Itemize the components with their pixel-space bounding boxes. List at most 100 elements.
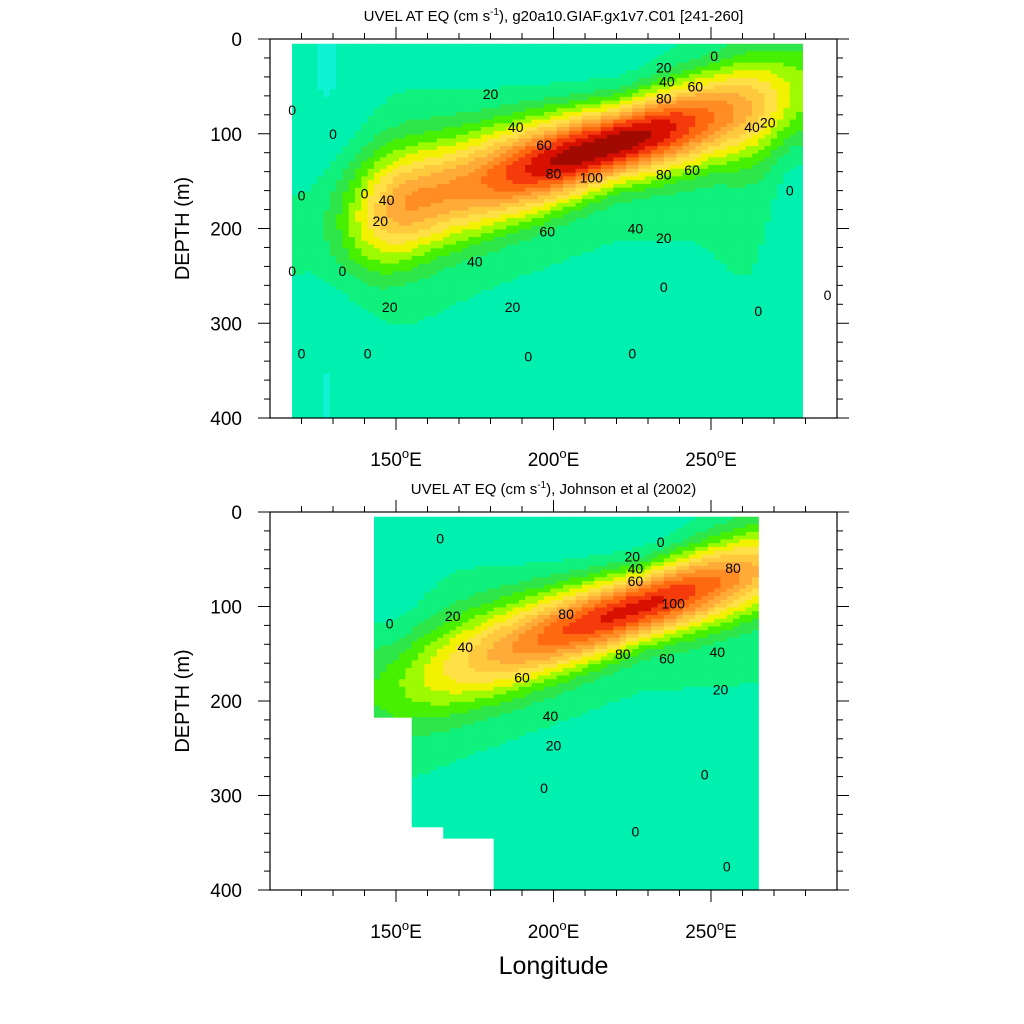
contour-cell — [594, 138, 602, 143]
contour-cell — [512, 172, 520, 177]
contour-cell — [607, 51, 614, 56]
contour-cell — [468, 111, 476, 117]
contour-cell — [525, 384, 533, 390]
contour-cell — [411, 324, 419, 329]
contour-cell — [342, 191, 350, 196]
contour-cell — [499, 252, 507, 257]
contour-cell — [562, 142, 570, 147]
contour-cell — [525, 274, 533, 280]
contour-cell — [304, 111, 312, 117]
contour-cell — [418, 100, 425, 105]
contour-cell — [569, 263, 577, 268]
contour-cell — [531, 187, 539, 193]
contour-cell — [455, 244, 463, 249]
contour-cell — [550, 210, 558, 215]
contour-cell — [304, 358, 312, 363]
contour-cell — [418, 161, 425, 166]
contour-cell — [292, 229, 299, 234]
contour-cell — [474, 104, 482, 109]
contour-cell — [537, 331, 545, 337]
contour-cell — [373, 127, 381, 132]
contour-cell — [386, 100, 394, 105]
contour-cell — [298, 358, 306, 363]
contour-cell — [329, 74, 337, 79]
contour-cell — [525, 407, 533, 412]
contour-cell — [386, 229, 394, 234]
contour-cell — [418, 93, 425, 98]
contour-cell — [600, 74, 608, 79]
contour-cell — [600, 206, 608, 212]
contour-cell — [373, 358, 381, 363]
contour-cell — [392, 146, 400, 151]
contour-cell — [342, 248, 350, 253]
contour-cell — [380, 346, 388, 352]
contour-cell — [506, 77, 514, 83]
contour-cell — [506, 74, 514, 79]
contour-cell — [355, 384, 362, 390]
contour-cell — [348, 47, 356, 52]
contour-cell — [600, 127, 608, 132]
contour-cell — [493, 309, 501, 314]
contour-cell — [499, 51, 507, 56]
contour-cell — [348, 149, 356, 155]
contour-cell — [304, 362, 312, 367]
contour-cell — [399, 202, 407, 208]
contour-cell — [348, 221, 356, 227]
contour-cell — [512, 396, 520, 401]
contour-cell — [361, 411, 369, 416]
contour-cell — [355, 74, 362, 79]
contour-cell — [392, 134, 400, 140]
contour-cell — [550, 58, 558, 64]
contour-cell — [562, 358, 570, 363]
contour-cell — [449, 384, 457, 390]
contour-cell — [310, 93, 318, 98]
contour-cell — [436, 362, 444, 367]
contour-cell — [329, 127, 337, 132]
contour-cell — [468, 47, 476, 52]
contour-cell — [449, 365, 457, 371]
contour-cell — [562, 130, 570, 136]
contour-cell — [481, 96, 488, 102]
contour-cell — [342, 286, 350, 291]
contour-cell — [411, 123, 419, 128]
contour-cell — [562, 104, 570, 109]
contour-cell — [411, 149, 419, 155]
contour-cell — [569, 381, 577, 386]
contour-cell — [575, 316, 583, 322]
contour-cell — [342, 221, 350, 227]
contour-cell — [418, 293, 425, 299]
contour-cell — [348, 339, 356, 344]
contour-cell — [298, 411, 306, 416]
contour-cell — [430, 271, 438, 276]
contour-cell — [424, 305, 432, 310]
contour-cell — [455, 165, 463, 170]
contour-cell — [506, 244, 514, 249]
contour-cell — [487, 358, 495, 363]
contour-cell — [392, 225, 400, 231]
contour-cell — [512, 100, 520, 105]
contour-cell — [556, 252, 564, 257]
contour-cell — [468, 123, 476, 128]
contour-cell — [575, 142, 583, 147]
contour-cell — [418, 142, 425, 147]
contour-cell — [594, 81, 602, 87]
contour-cell — [493, 274, 501, 280]
contour-cell — [575, 111, 583, 117]
contour-cell — [474, 244, 482, 249]
contour-cell — [373, 89, 381, 94]
contour-cell — [487, 225, 495, 231]
contour-cell — [304, 58, 312, 64]
contour-cell — [336, 415, 344, 419]
contour-cell — [317, 111, 325, 117]
contour-cell — [487, 362, 495, 367]
contour-cell — [525, 362, 533, 367]
contour-cell — [310, 96, 318, 102]
contour-cell — [588, 354, 596, 359]
contour-cell — [380, 111, 388, 117]
contour-cell — [355, 407, 362, 412]
contour-cell — [405, 400, 413, 405]
contour-cell — [537, 293, 545, 299]
contour-cell — [405, 309, 413, 314]
contour-cell — [430, 407, 438, 412]
contour-cell — [569, 407, 577, 412]
